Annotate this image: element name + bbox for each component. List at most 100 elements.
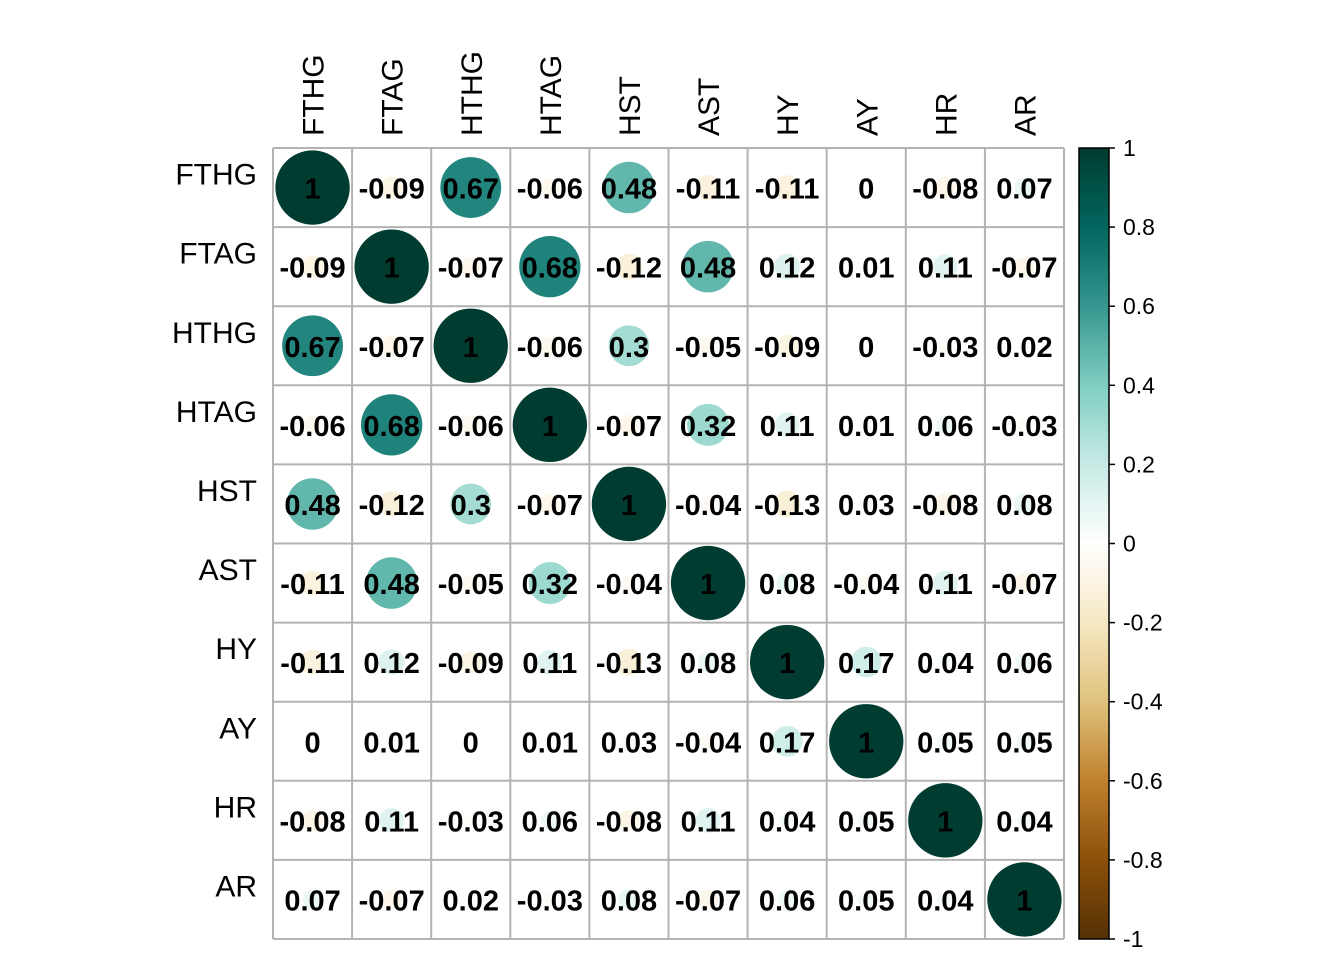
correlation-circle-htag-hy [774,412,800,438]
correlation-circle-htag-hr [936,415,955,434]
correlation-circle-fthg-hst [603,161,655,214]
correlation-value-ay-hr: 0.05 [917,727,973,759]
correlation-value-ar-hst: 0.08 [601,885,657,917]
correlation-value-hthg-hr: -0.03 [912,332,978,364]
correlation-value-ar-ay: 0.05 [838,885,894,917]
correlation-circle-ast-hst [621,575,637,591]
correlation-value-ar-hthg: 0.02 [443,885,499,917]
correlation-value-ar-ar: 1 [1016,885,1032,917]
correlation-value-ftag-hst: -0.12 [596,253,662,285]
correlation-circle-hthg-ar [1019,340,1030,352]
correlation-circle-ay-ast [700,733,716,749]
correlation-value-ftag-fthg: -0.09 [279,253,345,285]
row-label-ar: AR [215,870,257,903]
correlation-circle-fthg-htag [540,178,559,197]
correlation-value-hst-ast: -0.04 [675,490,741,522]
correlation-circle-hst-hthg [450,483,492,525]
correlation-circle-hy-htag [537,649,563,675]
column-label-ay: AY [851,98,884,136]
correlation-value-htag-htag: 1 [542,411,558,443]
correlation-circles [275,150,1062,937]
correlation-value-htag-hy: 0.11 [760,411,815,443]
correlation-value-ay-hy: 0.17 [759,727,815,759]
correlation-value-hthg-hthg: 1 [463,332,479,364]
correlation-circle-htag-fthg [303,415,322,434]
correlation-circle-hy-ar [1015,653,1034,672]
correlation-circle-ftag-hst [616,253,642,280]
correlation-value-ftag-ay: 0.01 [838,253,894,285]
correlation-value-ftag-ar: -0.07 [991,253,1057,285]
correlation-circle-fthg-hy [774,175,800,200]
correlation-circle-hr-fthg [302,809,324,831]
correlation-value-htag-ftag: 0.68 [363,411,419,443]
correlation-circle-hr-hthg [464,813,478,827]
correlation-circle-hr-ar [1017,812,1032,828]
row-label-hr: HR [214,791,257,824]
correlation-circle-hy-ftag [378,649,405,676]
correlation-circle-ftag-ar [1014,256,1035,277]
correlation-value-fthg-hr: -0.08 [912,174,978,206]
correlation-value-hy-fthg: -0.11 [280,648,345,680]
colorbar-tick-label: 0 [1123,531,1136,557]
correlation-value-hst-ay: 0.03 [838,490,894,522]
correlation-value-hthg-hst: 0.3 [609,332,649,364]
correlation-circle-htag-hst [619,415,639,435]
correlation-value-hr-ast: 0.11 [681,806,736,838]
correlation-value-ay-fthg: 0 [304,727,320,759]
row-label-ay: AY [219,712,257,745]
colorbar-tick-label: -0.6 [1123,768,1163,794]
correlation-circle-ftag-hr [933,254,958,279]
correlation-value-fthg-ast: -0.11 [676,174,741,206]
correlation-value-htag-ast: 0.32 [680,411,736,443]
correlation-value-ay-ay: 1 [858,727,874,759]
correlation-value-hr-hthg: -0.03 [438,806,504,838]
correlation-circle-hst-ay [859,497,873,511]
correlation-value-ftag-hr: 0.11 [918,253,973,285]
correlation-circle-ftag-hy [774,253,801,280]
correlation-value-hy-ay: 0.17 [838,648,894,680]
correlation-value-ay-ftag: 0.01 [363,727,419,759]
correlation-circle-ay-hst [622,734,636,748]
correlation-circle-ar-ast [698,889,718,910]
correlation-circle-hy-ast [697,651,719,673]
correlation-value-hthg-ar: 0.02 [996,332,1052,364]
correlation-circle-hy-fthg [300,649,325,675]
correlation-value-fthg-hthg: 0.67 [443,174,499,206]
colorbar-tick-label: 1 [1123,135,1136,161]
correlation-circle-hthg-ast [699,337,717,355]
correlation-value-fthg-ftag: -0.09 [359,174,425,206]
column-label-hr: HR [930,93,963,136]
correlation-circle-hst-hst [591,466,667,542]
colorbar-tick-label: 0.8 [1123,214,1155,240]
correlation-value-htag-hst: -0.07 [596,411,662,443]
correlation-value-hr-htag: 0.06 [522,806,578,838]
correlation-value-ftag-hthg: -0.07 [438,253,504,285]
correlation-circle-hst-htag [540,494,560,514]
correlation-circle-hst-hy [773,490,801,518]
correlation-value-hr-hr: 1 [937,806,953,838]
correlation-circle-ast-ar [1014,573,1035,593]
column-label-ftag: FTAG [377,58,410,136]
row-label-ast: AST [199,554,257,587]
correlation-value-ast-ast: 1 [700,569,716,601]
correlation-circle-htag-ast [687,403,730,446]
correlation-circle-hr-hy [779,812,795,828]
correlation-circle-hr-ay [857,812,875,829]
correlation-value-hst-fthg: 0.48 [284,490,340,522]
correlation-value-hy-ftag: 0.12 [363,648,419,680]
row-label-htag: HTAG [176,396,257,429]
correlation-value-ast-hy: 0.08 [759,569,815,601]
correlation-circle-ar-hst [618,888,640,910]
column-label-hthg: HTHG [456,51,489,136]
colorbar: 1 0.8 0.6 0.4 0.2 0 -0.2 -0.4 -0.6 -0.8 -1 [1078,135,1163,952]
colorbar-tick-label: -0.2 [1123,610,1163,636]
row-label-ftag: FTAG [179,238,257,271]
correlation-value-htag-fthg: -0.06 [279,411,345,443]
correlation-value-ast-ftag: 0.48 [363,569,419,601]
correlation-circle-hthg-hthg [433,308,508,383]
correlation-circle-ast-ast [670,545,746,621]
correlation-value-hy-ar: 0.06 [996,648,1052,680]
correlation-value-hst-hst: 1 [621,490,637,522]
correlation-circle-hthg-htag [540,336,559,355]
correlation-value-hthg-fthg: 0.67 [284,332,340,364]
